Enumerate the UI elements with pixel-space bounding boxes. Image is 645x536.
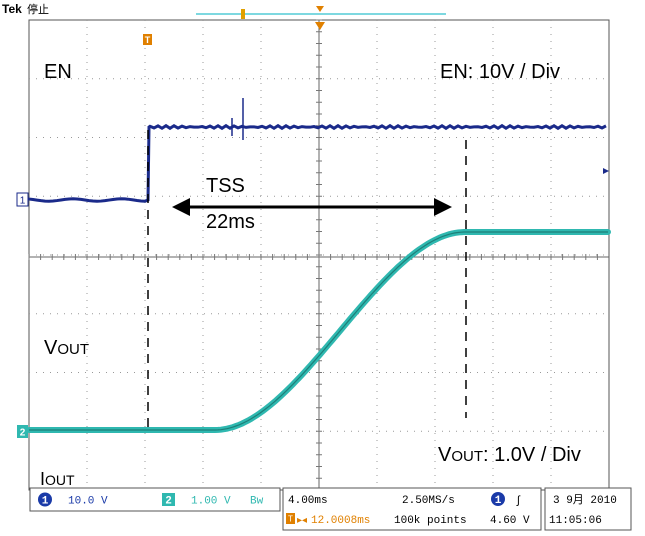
svg-text:2: 2 [20, 428, 26, 439]
trigger-marker: T [143, 34, 152, 45]
record-view-marker [241, 9, 245, 19]
trigger-source-readout: 1 ∫ [491, 492, 522, 508]
ch1-ground-marker: 1 [16, 192, 29, 207]
iout-label: IOUT [40, 469, 75, 489]
trigger-position-top-marker [316, 6, 324, 12]
timebase-value: 4.00ms [288, 495, 328, 507]
svg-text:1: 1 [495, 495, 502, 507]
time-value: 11:05:06 [549, 515, 602, 527]
en-label: EN [44, 61, 72, 83]
vout-scale-label: VOUT: 1.0V / Div [438, 444, 581, 466]
ch2-ground-marker: 2 [17, 425, 28, 439]
graticule [28, 19, 610, 491]
trigger-level-value: 4.60 V [490, 515, 530, 527]
date-value: 3 9月 2010 [553, 494, 617, 507]
svg-text:1: 1 [20, 196, 26, 207]
acquisition-state: 停止 [27, 2, 49, 16]
ch1-scale: 10.0 V [68, 496, 108, 508]
en-scale-label: EN: 10V / Div [440, 61, 560, 83]
trigger-level-marker [603, 168, 609, 174]
sample-rate-value: 2.50MS/s [402, 495, 455, 507]
ch1-en-waveform [27, 123, 607, 203]
status-bar: 1 10.0 V 2 1.00 V Bw 4.00ms 2.50MS/s 1 ∫… [29, 487, 632, 531]
trigger-horizontal-marker [315, 22, 325, 30]
record-length-value: 100k points [394, 515, 467, 527]
datetime-box [544, 487, 632, 531]
horizontal-position-readout: T ▸◂ 12.0008ms [286, 513, 370, 527]
ch2-readout[interactable]: 2 1.00 V Bw [162, 493, 264, 508]
trigger-slope-icon: ∫ [515, 496, 522, 508]
ch2-vout-core [29, 231, 608, 431]
ch2-scale: 1.00 V [191, 496, 231, 508]
tss-label: TSS [206, 175, 245, 197]
tss-value: 22ms [206, 211, 255, 233]
vout-label: VOUT [44, 337, 89, 359]
svg-text:1: 1 [42, 496, 49, 508]
position-value: 12.0008ms [311, 515, 370, 527]
channel-readout-box[interactable] [29, 487, 281, 512]
svg-text:T: T [288, 515, 293, 524]
svg-text:▸◂: ▸◂ [297, 515, 307, 526]
ch1-readout[interactable]: 1 10.0 V [38, 492, 108, 508]
tss-arrow [172, 198, 452, 216]
ch2-bandwidth-icon: Bw [250, 496, 264, 508]
brand-label: Tek [2, 2, 22, 16]
svg-text:2: 2 [165, 496, 172, 508]
svg-text:T: T [145, 35, 151, 45]
